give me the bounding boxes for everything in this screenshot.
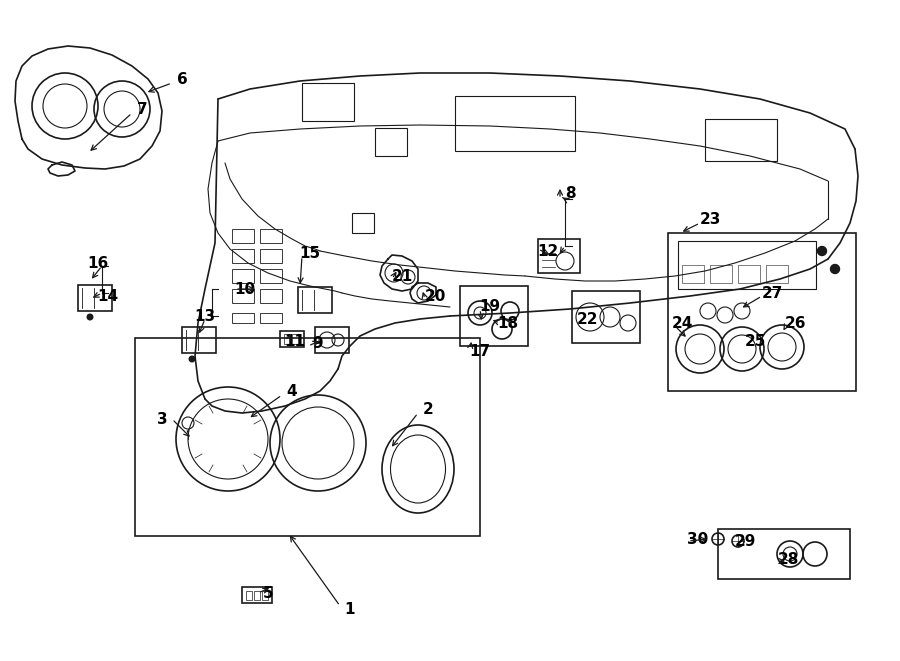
Text: 16: 16 [87,256,109,270]
Bar [260,229,282,243]
Circle shape [817,247,826,256]
Text: 9: 9 [312,336,323,350]
Bar [375,128,407,156]
Bar [254,591,260,600]
Text: 25: 25 [744,334,766,348]
Bar [246,591,252,600]
Bar [242,587,272,603]
Bar [232,249,254,263]
Text: 23: 23 [699,212,721,227]
Bar [718,529,850,579]
Bar [298,287,332,313]
Bar [232,313,254,323]
Circle shape [87,314,93,320]
Bar [135,338,480,536]
Text: 10: 10 [234,282,256,297]
Text: 11: 11 [284,334,305,348]
Bar [738,265,760,283]
Text: 18: 18 [498,315,518,330]
Text: 21: 21 [392,268,412,284]
Bar [682,265,704,283]
Text: 28: 28 [778,551,798,566]
Bar [260,249,282,263]
Bar [352,213,374,233]
Bar [260,289,282,303]
Text: 1: 1 [345,602,356,617]
Text: 7: 7 [137,102,148,116]
Bar [705,119,777,161]
Bar [260,269,282,283]
Bar [668,233,856,391]
Bar [232,229,254,243]
Bar [280,331,304,347]
Text: 17: 17 [470,344,490,358]
Text: 27: 27 [761,286,783,301]
Bar [678,241,816,289]
Bar [78,285,112,311]
Text: 14: 14 [97,288,119,303]
Text: 13: 13 [194,309,216,323]
Text: 22: 22 [577,311,598,327]
Bar [232,269,254,283]
Text: 8: 8 [564,186,575,200]
Bar [232,289,254,303]
Text: 19: 19 [480,299,500,313]
Bar [460,286,528,346]
Text: 15: 15 [300,245,320,260]
Text: 5: 5 [263,586,274,600]
Text: 12: 12 [537,243,559,258]
Bar [284,334,290,344]
Bar [262,591,268,600]
Text: 29: 29 [734,533,756,549]
Bar [260,313,282,323]
Text: 3: 3 [157,412,167,426]
Bar [455,96,575,151]
Text: 6: 6 [176,71,187,87]
Bar [315,327,349,353]
Circle shape [189,356,194,362]
Bar [292,334,298,344]
Text: 24: 24 [671,315,693,330]
Bar [710,265,732,283]
Bar [182,327,216,353]
Text: 4: 4 [287,383,297,399]
Bar [302,83,354,121]
Text: 20: 20 [424,288,446,303]
Bar [572,291,640,343]
Text: 26: 26 [784,315,806,330]
Bar [538,239,580,273]
Text: 2: 2 [423,401,434,416]
Bar [766,265,788,283]
Circle shape [831,264,840,274]
Text: 30: 30 [688,531,708,547]
